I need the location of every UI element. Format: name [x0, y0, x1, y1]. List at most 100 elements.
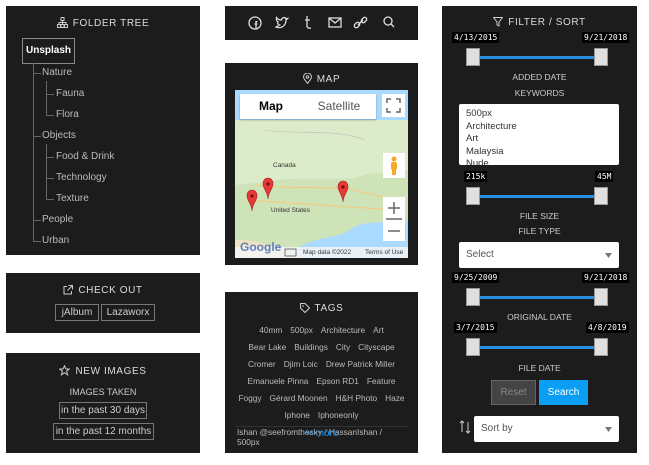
tree-branch: [46, 115, 54, 116]
tumblr-icon[interactable]: [305, 16, 312, 29]
map-attribution: Map data ©2022: [303, 249, 352, 256]
slider-handle[interactable]: [594, 288, 608, 306]
tree-item[interactable]: Food & Drink: [56, 151, 115, 162]
tag[interactable]: Haze: [385, 393, 405, 403]
sort-select[interactable]: Sort by: [474, 416, 619, 442]
link-icon[interactable]: [353, 16, 368, 29]
tree-item[interactable]: Objects: [42, 130, 76, 141]
tree-item[interactable]: Fauna: [56, 88, 85, 99]
tag[interactable]: Drew Patrick Miller: [325, 359, 395, 369]
external-icon: [63, 285, 74, 295]
tag[interactable]: Emanuele Pinna: [247, 376, 309, 386]
tag[interactable]: Art: [373, 325, 384, 335]
pegman[interactable]: [383, 153, 405, 178]
select-arrow: [605, 427, 612, 432]
slider-track: [472, 346, 602, 349]
tree-item[interactable]: Technology: [56, 172, 107, 183]
title-text: CHECK OUT: [78, 285, 143, 296]
tree-item[interactable]: Urban: [42, 235, 70, 246]
map-marker[interactable]: [246, 189, 258, 212]
slider-handle[interactable]: [466, 338, 480, 356]
slider-handle[interactable]: [466, 48, 480, 66]
filter-label: ADDED DATE: [512, 72, 567, 82]
title-text: MAP: [316, 74, 341, 85]
keyword-option[interactable]: Nude: [466, 158, 489, 165]
pin-icon: [302, 72, 312, 85]
keyword-option[interactable]: Art: [466, 133, 479, 144]
tag[interactable]: Buildings: [294, 342, 328, 352]
tree-item[interactable]: Nature: [42, 67, 73, 78]
map-terms[interactable]: Terms of Use: [365, 249, 404, 256]
tag[interactable]: City: [335, 342, 351, 352]
tree-root[interactable]: Unsplash: [22, 38, 75, 64]
tag[interactable]: Gérard Moonen: [269, 393, 328, 403]
keyword-option[interactable]: Malaysia: [466, 145, 504, 157]
tag[interactable]: Iphoneonly: [317, 410, 359, 420]
tag[interactable]: Epson RD1: [316, 376, 359, 386]
tag[interactable]: Bear Lake: [248, 342, 287, 352]
slider-max: 9/21/2018: [582, 32, 630, 43]
tree-branch: [33, 220, 41, 221]
tree-item[interactable]: Flora: [56, 109, 79, 120]
zoom-controls[interactable]: [383, 197, 405, 241]
map-view[interactable]: Map Satellite Canada United States Googl…: [235, 90, 408, 258]
keyword-list[interactable]: 500px Architecture Art Malaysia Nude: [459, 104, 619, 165]
tree-item[interactable]: Texture: [56, 193, 89, 204]
file-type-select[interactable]: Select: [459, 242, 619, 268]
search-button[interactable]: Search: [539, 380, 588, 405]
twitter-icon[interactable]: [274, 16, 290, 29]
slider-handle[interactable]: [594, 187, 608, 205]
fullscreen-button[interactable]: [382, 94, 405, 117]
tag[interactable]: H&H Photo: [335, 393, 378, 403]
reset-button[interactable]: Reset: [491, 380, 536, 405]
map-tab[interactable]: Satellite: [317, 99, 361, 113]
period-button[interactable]: in the past 30 days: [59, 402, 147, 419]
checkout-button[interactable]: jAlbum: [55, 304, 99, 321]
slider-handle[interactable]: [466, 187, 480, 205]
tag[interactable]: Iphone: [284, 410, 310, 420]
facebook-icon[interactable]: [248, 16, 262, 30]
panel-title: MAP: [225, 72, 418, 85]
subtitle: IMAGES TAKEN: [69, 387, 137, 397]
slider-handle[interactable]: [466, 288, 480, 306]
filter-panel: FILTER / SORT 4/13/2015 9/21/2018 ADDED …: [442, 6, 637, 453]
mail-icon[interactable]: [328, 17, 342, 28]
map-marker[interactable]: [337, 180, 349, 203]
checkout-button[interactable]: Lazaworx: [101, 304, 155, 321]
funnel-icon: [492, 17, 504, 27]
tag[interactable]: Cityscape: [358, 342, 395, 352]
search-icon[interactable]: [383, 16, 395, 28]
map-panel: MAP Map Satellite Canada United States G…: [225, 63, 418, 265]
panel-title: FOLDER TREE: [6, 17, 200, 29]
more-text[interactable]: more: [315, 428, 339, 439]
select-text: Select: [466, 249, 494, 260]
slider-handle[interactable]: [594, 48, 608, 66]
tag[interactable]: Foggy: [238, 393, 262, 403]
title-text: NEW IMAGES: [75, 366, 147, 377]
map-type-control: Map Satellite: [240, 94, 376, 119]
slider-min: 9/25/2009: [452, 272, 500, 283]
panel-title: CHECK OUT: [6, 285, 200, 296]
map-marker[interactable]: [262, 177, 274, 200]
tree-branch: [33, 241, 41, 242]
tree-icon: [56, 17, 68, 28]
tag[interactable]: 40mm: [259, 325, 283, 335]
tag[interactable]: Cromer: [248, 359, 276, 369]
period-button[interactable]: in the past 12 months: [53, 423, 154, 440]
keyword-option[interactable]: Architecture: [466, 120, 517, 132]
tree-item[interactable]: People: [42, 214, 74, 225]
tag[interactable]: Djim Loic: [283, 359, 318, 369]
slider-min: 215k: [464, 171, 488, 182]
tag[interactable]: Ishan @seefromthesky / HassanIshan / 500…: [237, 427, 382, 447]
tag[interactable]: Architecture: [320, 325, 366, 335]
keyword-option[interactable]: 500px: [466, 108, 492, 119]
map-tab[interactable]: Map: [259, 99, 283, 113]
tag-icon: [299, 303, 310, 314]
slider-handle[interactable]: [594, 338, 608, 356]
tag[interactable]: 500px: [290, 325, 313, 335]
more-link[interactable]: more: [225, 428, 418, 439]
tag[interactable]: Feature: [366, 376, 396, 386]
tree-branch: [33, 73, 41, 74]
tree-line: [46, 144, 47, 199]
